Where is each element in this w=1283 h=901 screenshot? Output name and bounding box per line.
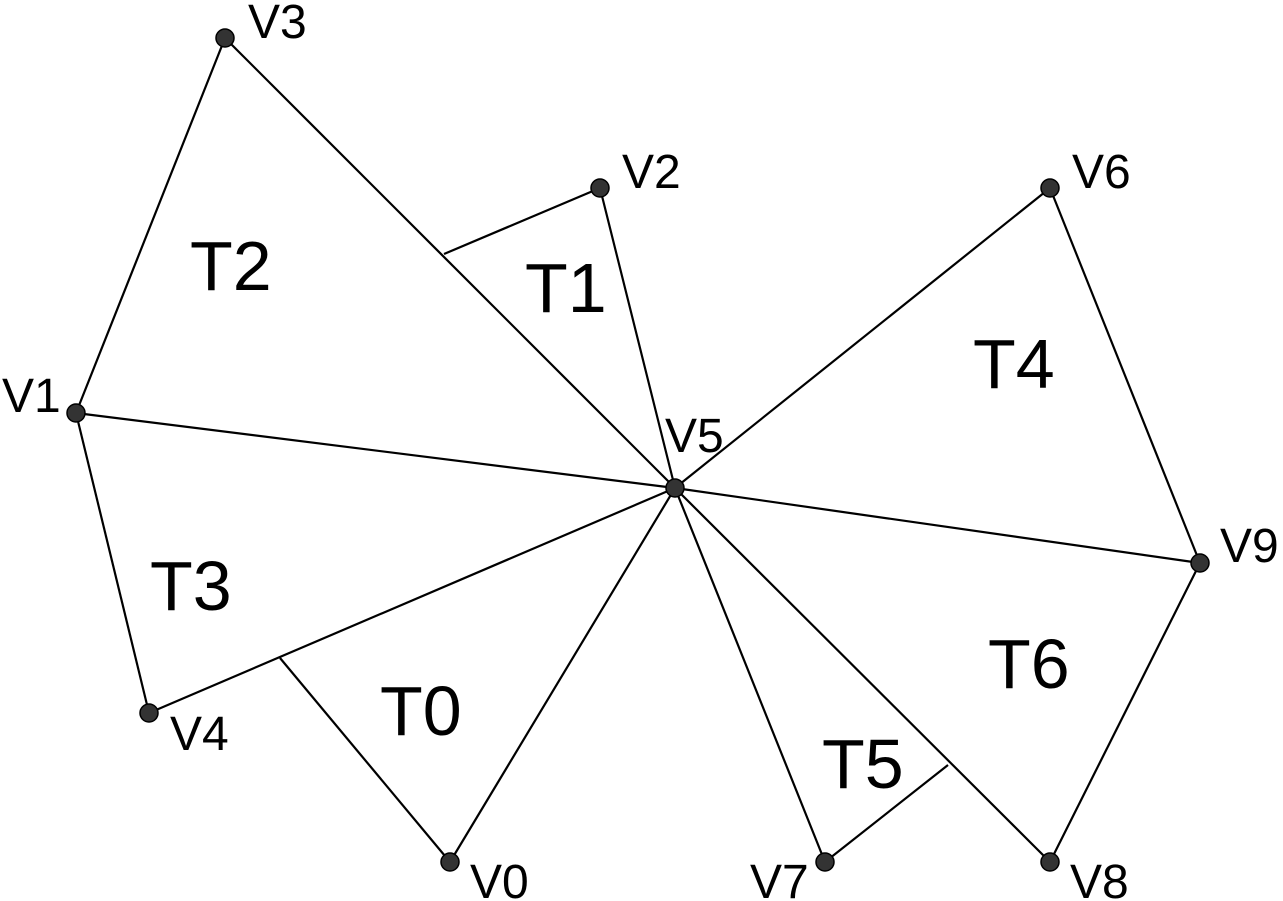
edge-v5-v8 — [674, 487, 1051, 863]
vertex-v7 — [815, 852, 835, 872]
vertex-v0 — [440, 852, 460, 872]
triangle-label-t0: T0 — [380, 672, 462, 750]
triangle-label-t1: T1 — [525, 249, 607, 327]
vertex-label-v5: V5 — [665, 410, 724, 463]
edge-v3-v5 — [224, 37, 676, 489]
edge-t0-v0 — [279, 657, 451, 863]
vertex-label-v1: V1 — [2, 370, 61, 423]
edge-v5-v9 — [674, 486, 1201, 565]
vertex-label-v4: V4 — [170, 708, 229, 761]
edge-v4-v5 — [148, 486, 676, 715]
triangle-label-t2: T2 — [190, 227, 272, 305]
vertex-v3 — [215, 28, 235, 48]
vertex-label-v2: V2 — [622, 146, 681, 199]
edge-v2-v5 — [598, 187, 677, 489]
edge-v1-v5 — [75, 411, 676, 490]
edge-v5-v7 — [673, 487, 827, 863]
edge-v1-v4 — [74, 412, 151, 714]
edge-v9-v8 — [1049, 562, 1201, 863]
edge-t1-v2 — [443, 186, 601, 256]
triangle-label-t5: T5 — [822, 725, 904, 803]
triangle-labels: T0 T1 T2 T3 T4 T5 T6 — [150, 227, 1070, 803]
vertex-label-v6: V6 — [1072, 146, 1131, 199]
vertex-v4 — [139, 703, 159, 723]
triangle-label-t6: T6 — [988, 625, 1070, 703]
vertex-v9 — [1190, 553, 1210, 573]
edge-v5-v6 — [674, 187, 1051, 489]
vertex-v5 — [665, 478, 685, 498]
vertex-v1 — [66, 403, 86, 423]
vertex-label-v0: V0 — [470, 856, 529, 901]
vertex-label-v3: V3 — [248, 0, 307, 49]
triangle-label-t3: T3 — [150, 547, 232, 625]
vertex-v8 — [1040, 852, 1060, 872]
edge-v3-v1 — [74, 37, 227, 414]
vertex-v6 — [1040, 178, 1060, 198]
vertex-label-v8: V8 — [1070, 856, 1129, 901]
edges — [74, 37, 1202, 863]
edge-v6-v9 — [1048, 187, 1202, 564]
triangle-label-t4: T4 — [973, 325, 1055, 403]
vertices — [66, 28, 1210, 872]
edge-v0-v5 — [449, 487, 676, 863]
vertex-label-v7: V7 — [750, 856, 809, 901]
edge-v7-t5 — [824, 764, 949, 863]
vertex-v2 — [590, 178, 610, 198]
vertex-label-v9: V9 — [1220, 520, 1279, 573]
